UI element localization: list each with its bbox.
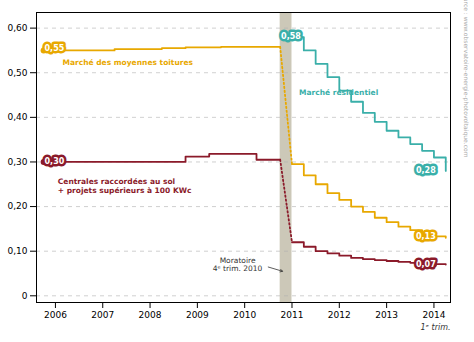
- svg-text:0,30: 0,30: [7, 157, 27, 167]
- svg-text:Centrales raccordées au sol: Centrales raccordées au sol: [58, 177, 175, 186]
- svg-text:0,28: 0,28: [416, 166, 436, 175]
- svg-text:2006: 2006: [44, 310, 67, 320]
- svg-text:0,60: 0,60: [7, 23, 27, 33]
- svg-text:0,30: 0,30: [45, 157, 65, 166]
- svg-text:0,55: 0,55: [45, 44, 65, 53]
- svg-text:2013: 2013: [375, 310, 398, 320]
- svg-text:2011: 2011: [281, 310, 304, 320]
- svg-text:0,50: 0,50: [7, 68, 27, 78]
- svg-text:Marché des moyennes toitures: Marché des moyennes toitures: [63, 58, 194, 67]
- svg-text:0,58: 0,58: [281, 32, 301, 41]
- svg-text:0,07: 0,07: [416, 260, 436, 269]
- svg-text:0,10: 0,10: [7, 246, 27, 256]
- svg-text:Source : www.observatoire-ener: Source : www.observatoire-energie-photov…: [462, 0, 470, 158]
- svg-text:0,40: 0,40: [7, 112, 27, 122]
- svg-text:2008: 2008: [139, 310, 162, 320]
- svg-text:Moratoire4ᵉ trim. 2010: Moratoire4ᵉ trim. 2010: [213, 256, 263, 273]
- svg-text:1ᵉ trim.: 1ᵉ trim.: [421, 323, 451, 332]
- svg-text:2010: 2010: [233, 310, 256, 320]
- svg-text:2014: 2014: [422, 310, 445, 320]
- svg-text:0,20: 0,20: [7, 201, 27, 211]
- svg-text:0: 0: [22, 291, 28, 301]
- svg-text:2009: 2009: [186, 310, 209, 320]
- svg-text:Marché résidentiel: Marché résidentiel: [299, 88, 378, 97]
- svg-text:2007: 2007: [91, 310, 114, 320]
- svg-text:+ projets supérieurs à 100 KWc: + projets supérieurs à 100 KWc: [58, 186, 192, 195]
- svg-text:0,13: 0,13: [416, 232, 436, 241]
- svg-text:2012: 2012: [328, 310, 351, 320]
